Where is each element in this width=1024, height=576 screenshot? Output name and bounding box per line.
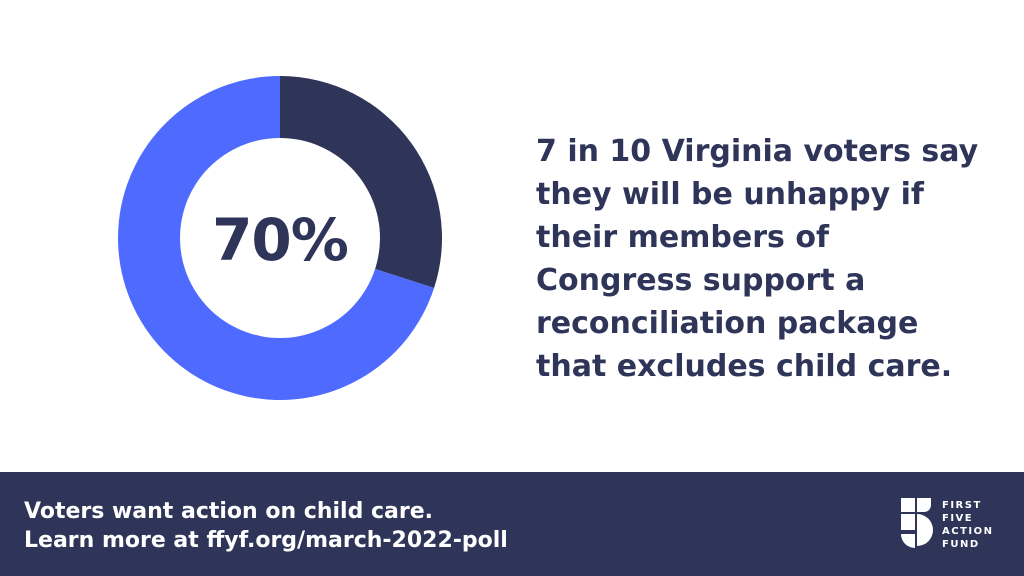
logo-word: FUND <box>942 539 980 550</box>
headline-line: that excludes child care. <box>536 349 953 384</box>
footer-line-2: Learn more at ffyf.org/march-2022-poll <box>24 528 508 553</box>
headline-line: reconciliation package <box>536 306 919 341</box>
five-logo-icon <box>901 498 933 548</box>
headline-line: 7 in 10 Virginia voters say <box>536 134 979 169</box>
footer-banner: Voters want action on child care. Learn … <box>0 472 1024 576</box>
headline-line: Congress support a <box>536 263 866 298</box>
donut-hole <box>180 138 380 338</box>
headline-line: they will be unhappy if <box>536 177 924 212</box>
footer-text: Voters want action on child care. Learn … <box>24 497 508 555</box>
headline-line: their members of <box>536 220 830 255</box>
logo-word: FIVE <box>942 513 974 524</box>
logo-word: FIRST <box>942 500 982 511</box>
donut-chart <box>118 76 442 400</box>
center-percentage: 70% <box>212 206 349 274</box>
logo-word: ACTION <box>942 526 994 537</box>
logo-wordmark: FIRST FIVE ACTION FUND <box>942 499 994 551</box>
first-five-action-fund-logo: FIRST FIVE ACTION FUND <box>898 498 1008 554</box>
footer-line-1: Voters want action on child care. <box>24 499 434 524</box>
headline: 7 in 10 Virginia voters say they will be… <box>536 130 1006 388</box>
